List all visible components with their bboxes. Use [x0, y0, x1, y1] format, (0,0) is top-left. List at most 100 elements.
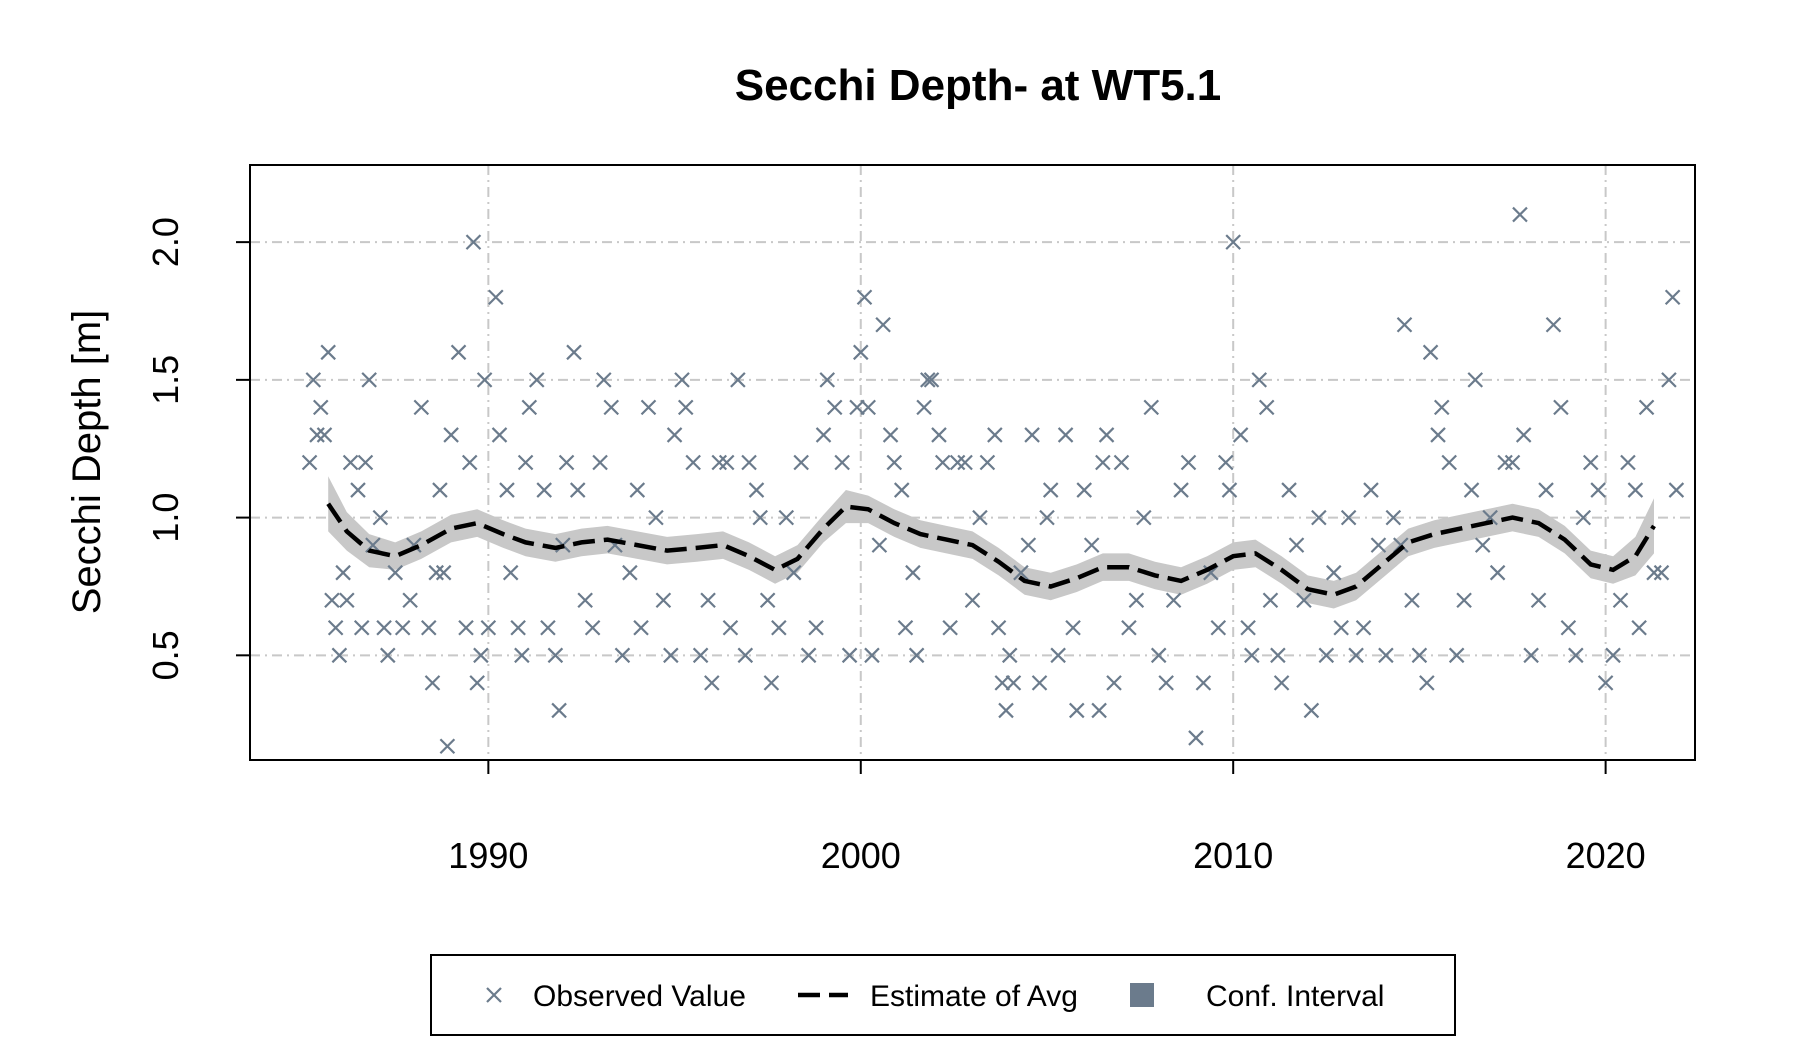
x-tick-label: 2000 — [821, 835, 901, 876]
observed-point — [1173, 482, 1189, 498]
observed-point — [469, 675, 485, 691]
observed-point — [674, 372, 690, 388]
observed-point — [752, 509, 768, 526]
observed-point — [629, 482, 646, 498]
observed-point — [312, 399, 329, 416]
observed-point — [443, 427, 459, 443]
observed-point — [339, 592, 355, 609]
observed-point — [692, 647, 709, 664]
observed-point — [491, 427, 508, 443]
observed-point — [1404, 592, 1420, 609]
legend-marker-observed — [486, 987, 502, 1003]
observed-point — [1363, 482, 1379, 498]
observed-point — [510, 620, 526, 636]
observed-point — [1489, 564, 1506, 581]
observed-point — [916, 399, 932, 416]
observed-point — [1355, 620, 1372, 636]
observed-point — [957, 454, 973, 471]
observed-point — [663, 647, 679, 664]
observed-point — [1575, 509, 1592, 526]
observed-point — [1113, 454, 1130, 471]
observed-point — [1031, 675, 1048, 691]
observed-point — [1311, 509, 1327, 526]
observed-point — [1091, 702, 1107, 719]
observed-point — [897, 620, 914, 636]
observed-point — [1370, 537, 1387, 553]
observed-point — [808, 620, 824, 636]
observed-point — [852, 344, 869, 361]
observed-point — [1180, 454, 1197, 471]
observed-point — [1560, 620, 1577, 636]
observed-point — [1467, 372, 1484, 388]
observed-point — [473, 647, 489, 664]
observed-point — [882, 427, 899, 443]
observed-point — [819, 372, 836, 388]
observed-points — [301, 206, 1685, 755]
observed-point — [1195, 675, 1212, 691]
observed-point — [785, 564, 802, 581]
y-axis: 0.5 1.0 1.5 2.0 — [145, 217, 250, 680]
y-tick-label: 2.0 — [145, 217, 186, 267]
observed-point — [886, 454, 903, 471]
observed-point — [1039, 509, 1055, 526]
legend-label-estimate: Estimate of Avg — [870, 980, 1078, 1013]
x-tick-label: 2010 — [1193, 835, 1273, 876]
observed-point — [353, 620, 370, 636]
observed-point — [964, 592, 981, 609]
observed-point — [949, 454, 966, 471]
observed-point — [655, 592, 672, 609]
observed-point — [387, 564, 404, 581]
observed-point — [320, 344, 336, 361]
observed-point — [1378, 647, 1394, 664]
observed-point — [972, 509, 988, 526]
observed-point — [1158, 675, 1174, 691]
observed-point — [1638, 399, 1655, 416]
observed-point — [1582, 454, 1599, 471]
observed-point — [1050, 647, 1066, 664]
observed-point — [428, 564, 444, 581]
observed-point — [648, 509, 664, 526]
observed-point — [849, 399, 865, 416]
observed-point — [920, 372, 936, 388]
observed-point — [1497, 454, 1513, 471]
observed-point — [834, 454, 850, 471]
observed-point — [1385, 509, 1402, 526]
legend-box — [430, 954, 1456, 1036]
observed-point — [815, 427, 832, 443]
observed-point — [1303, 702, 1320, 719]
observed-point — [402, 592, 418, 609]
observed-point — [1523, 647, 1539, 664]
observed-point — [1568, 647, 1584, 664]
observed-point — [793, 454, 809, 471]
observed-point — [1631, 620, 1647, 636]
observed-point — [1143, 399, 1160, 416]
observed-point — [1668, 482, 1685, 498]
x-axis: 1990 2000 2010 2020 — [448, 760, 1646, 876]
observed-point — [1340, 509, 1357, 526]
observed-point — [1474, 537, 1491, 553]
observed-point — [1419, 675, 1435, 691]
observed-point — [1069, 702, 1085, 719]
observed-point — [1590, 482, 1606, 498]
observed-point — [893, 482, 910, 498]
observed-point — [1106, 675, 1122, 691]
observed-point — [763, 675, 780, 691]
observed-point — [316, 427, 333, 443]
y-tick-label: 1.5 — [145, 355, 186, 405]
observed-point — [614, 647, 631, 664]
plot-area-frame — [249, 164, 1696, 761]
observed-point — [480, 620, 497, 636]
observed-point — [1653, 564, 1670, 581]
observed-point — [1661, 372, 1677, 388]
observed-point — [357, 454, 374, 471]
observed-point — [778, 509, 795, 526]
observed-point — [517, 454, 534, 471]
observed-point — [1441, 454, 1457, 471]
legend-label-conf-interval: Conf. Interval — [1206, 980, 1384, 1013]
observed-point — [1024, 427, 1040, 443]
observed-point — [979, 454, 996, 471]
observed-point — [327, 620, 344, 636]
observed-point — [1620, 454, 1636, 471]
observed-point — [942, 620, 958, 636]
observed-point — [536, 482, 552, 498]
